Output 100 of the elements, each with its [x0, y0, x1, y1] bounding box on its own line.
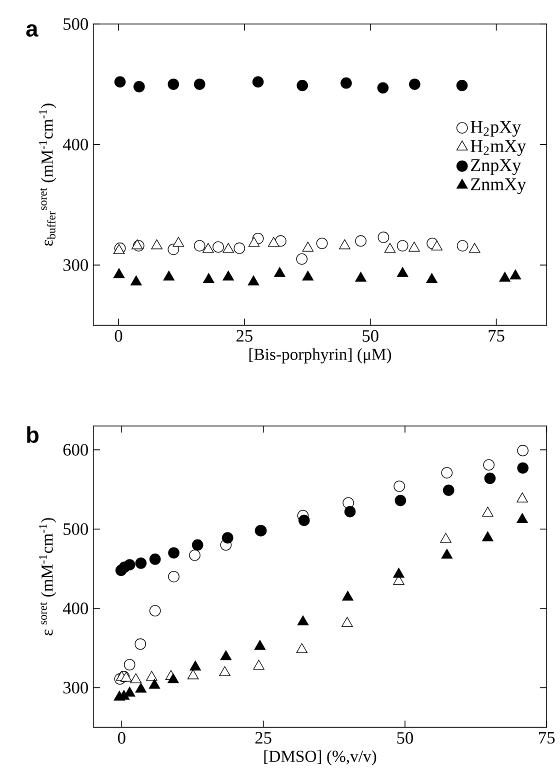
y-tick-label: 300 — [63, 259, 88, 271]
point — [113, 268, 125, 278]
point — [296, 643, 308, 654]
point — [468, 242, 480, 253]
point — [441, 467, 453, 478]
point — [431, 240, 442, 250]
point — [168, 78, 180, 90]
point — [146, 670, 158, 681]
point — [168, 547, 180, 559]
point — [134, 81, 145, 92]
point — [187, 669, 199, 680]
point — [339, 239, 350, 250]
point — [248, 236, 260, 247]
point — [484, 472, 496, 484]
x-tick-label: 75 — [539, 732, 555, 744]
point — [517, 462, 529, 474]
point — [355, 272, 366, 282]
point — [483, 459, 495, 471]
point — [377, 82, 389, 94]
point — [344, 506, 356, 518]
point — [442, 484, 454, 496]
point — [355, 235, 366, 247]
point — [499, 272, 510, 282]
x-tick-label: 0 — [118, 732, 126, 744]
point — [302, 242, 314, 252]
point — [340, 77, 352, 89]
point — [254, 640, 266, 650]
legend-label: H$_{2}$pXy — [470, 121, 522, 137]
legend-label: ZnpXy — [470, 159, 522, 175]
point — [510, 269, 522, 280]
y-tick-label: 500 — [64, 523, 88, 535]
point — [135, 558, 147, 569]
point — [441, 548, 453, 559]
point — [149, 605, 161, 616]
point — [426, 273, 438, 283]
point — [253, 660, 264, 670]
point — [342, 590, 354, 601]
point — [189, 550, 200, 561]
x-tick-label: 25 — [236, 330, 252, 342]
point — [163, 270, 175, 281]
point — [220, 650, 232, 660]
point — [456, 240, 468, 252]
chart-title: a — [26, 24, 38, 37]
point — [130, 673, 142, 684]
point — [194, 240, 206, 252]
point — [114, 76, 126, 88]
point — [120, 672, 132, 682]
point — [135, 682, 147, 693]
x-tick-label: 50 — [397, 732, 413, 744]
point — [394, 494, 406, 506]
y-axis-title: ε$_{buffer}$$^{soret}$ (mM$^{-1}$cm$^{-1}$) — [39, 104, 56, 246]
point — [482, 506, 494, 517]
point — [222, 242, 234, 253]
point — [342, 616, 353, 627]
point — [384, 242, 396, 253]
point — [516, 513, 528, 523]
point — [149, 554, 161, 565]
point — [297, 615, 309, 626]
point — [409, 78, 420, 90]
point — [298, 514, 310, 526]
point — [302, 270, 314, 281]
point — [252, 76, 264, 88]
legend-label: H$_{2}$mXy — [470, 140, 526, 156]
point — [316, 238, 328, 250]
point — [296, 253, 308, 265]
point — [130, 275, 142, 286]
y-tick-label: 500 — [64, 18, 88, 30]
x-axis-title: [DMSO] (%,v/v) — [264, 750, 376, 766]
point — [396, 267, 408, 277]
point — [168, 570, 180, 582]
y-tick-label: 400 — [62, 138, 88, 150]
point — [190, 660, 201, 670]
y-axis-title: ε $^{soret}$ (mM$^{-1}$cm$^{-1}$) — [39, 518, 56, 636]
point — [275, 235, 286, 247]
point — [222, 270, 234, 281]
point — [378, 232, 390, 244]
x-tick-label: 75 — [488, 330, 504, 342]
x-axis-title: [Bis-porphyrin] (μM) — [249, 348, 392, 364]
point — [203, 273, 214, 283]
point — [151, 239, 162, 250]
point — [296, 80, 308, 92]
point — [248, 275, 260, 286]
point — [194, 78, 206, 90]
point — [219, 666, 230, 676]
point — [212, 241, 224, 253]
point — [124, 659, 136, 670]
point — [274, 267, 286, 277]
point — [192, 539, 204, 551]
point — [456, 80, 468, 92]
point — [172, 236, 184, 247]
y-tick-label: 300 — [63, 682, 88, 694]
point — [124, 559, 136, 570]
point — [148, 678, 160, 689]
point — [268, 236, 280, 247]
y-tick-label: 600 — [63, 444, 88, 456]
legend-label: ZnmXy — [470, 178, 526, 194]
y-tick-label: 400 — [62, 602, 88, 614]
point — [234, 242, 246, 254]
point — [394, 480, 405, 492]
point — [408, 242, 420, 252]
